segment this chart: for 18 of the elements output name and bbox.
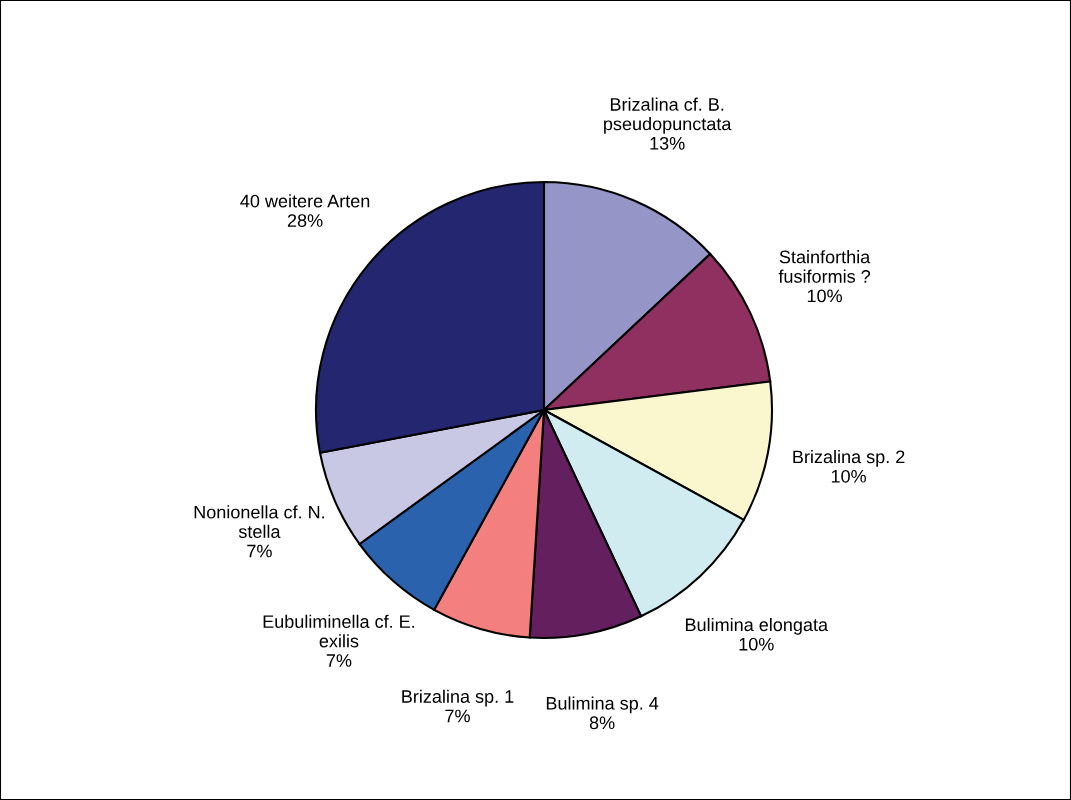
slice-label: Bulimina elongata <box>685 617 829 635</box>
data-label: 7% <box>247 544 272 558</box>
data-label: 10% <box>739 637 774 651</box>
data-label: 13% <box>650 136 685 150</box>
data-label: 10% <box>807 289 842 303</box>
slice-label: Bulimina sp. 4 <box>546 696 659 714</box>
slice-label: Stainforthia fusiformis ? <box>778 250 871 283</box>
slice-label: Nonionella cf. N. stella <box>194 505 325 538</box>
slice-label: Brizalina sp. 1 <box>402 689 514 707</box>
data-label: 7% <box>326 654 352 667</box>
slice-label: Brizalina sp. 2 <box>793 449 905 467</box>
data-label: 10% <box>831 469 867 483</box>
data-label: 8% <box>589 716 615 730</box>
data-label: 28% <box>287 214 323 227</box>
slice-label: 40 weitere Arten <box>240 194 370 208</box>
data-label: 7% <box>445 709 470 723</box>
slice-label: Brizalina cf. B. pseudopunctata <box>604 97 732 134</box>
slice-label: Eubuliminella cf. E. exilis <box>263 614 415 648</box>
